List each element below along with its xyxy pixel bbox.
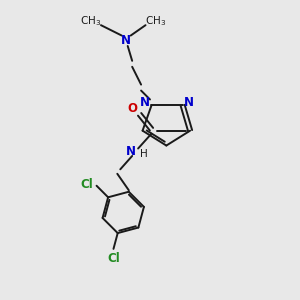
Text: O: O <box>127 102 137 115</box>
Text: N: N <box>140 96 150 109</box>
Text: N: N <box>126 145 136 158</box>
Text: N: N <box>121 34 131 46</box>
Text: CH$_3$: CH$_3$ <box>80 14 101 28</box>
Text: H: H <box>140 149 148 160</box>
Text: Cl: Cl <box>107 252 120 265</box>
Text: N: N <box>184 96 194 109</box>
Text: Cl: Cl <box>81 178 94 191</box>
Text: CH$_3$: CH$_3$ <box>145 14 166 28</box>
